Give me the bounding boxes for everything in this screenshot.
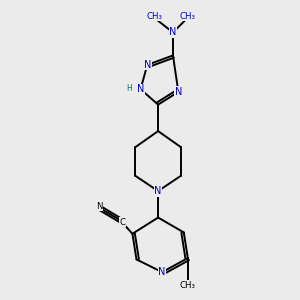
Text: N: N bbox=[96, 202, 103, 211]
Text: C: C bbox=[119, 218, 125, 227]
Text: N: N bbox=[175, 87, 182, 97]
Text: CH₃: CH₃ bbox=[180, 12, 196, 21]
Text: N: N bbox=[144, 60, 151, 70]
Text: N: N bbox=[154, 186, 162, 196]
Text: CH₃: CH₃ bbox=[146, 12, 162, 21]
Text: H: H bbox=[126, 84, 132, 93]
Text: N: N bbox=[158, 267, 166, 277]
Text: N: N bbox=[137, 84, 144, 94]
Text: N: N bbox=[169, 28, 177, 38]
Text: CH₃: CH₃ bbox=[180, 280, 196, 290]
